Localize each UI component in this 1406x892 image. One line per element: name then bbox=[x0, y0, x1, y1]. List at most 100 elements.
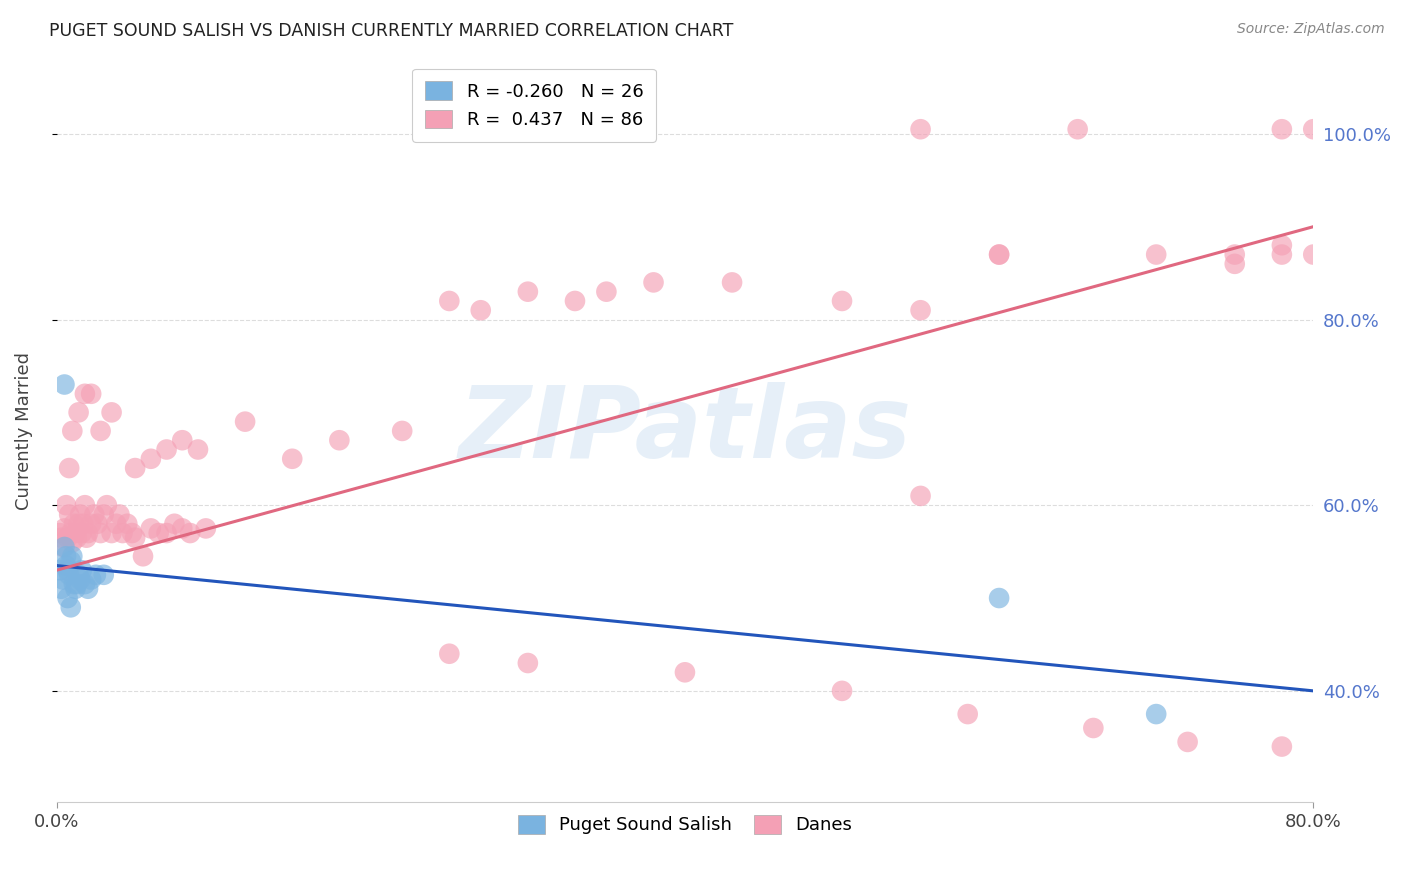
Point bbox=[124, 531, 146, 545]
Point bbox=[51, 582, 73, 596]
Point bbox=[721, 276, 744, 290]
Point bbox=[132, 549, 155, 564]
Point bbox=[1083, 721, 1105, 735]
Point bbox=[988, 247, 1011, 261]
Point bbox=[155, 442, 177, 457]
Point bbox=[67, 405, 90, 419]
Point bbox=[48, 563, 70, 577]
Point bbox=[643, 276, 665, 290]
Point bbox=[1271, 238, 1294, 252]
Point bbox=[439, 647, 461, 661]
Point bbox=[93, 567, 115, 582]
Point bbox=[69, 508, 91, 522]
Point bbox=[58, 567, 80, 582]
Point bbox=[124, 461, 146, 475]
Point bbox=[55, 498, 77, 512]
Point bbox=[65, 526, 87, 541]
Point bbox=[100, 405, 122, 419]
Point bbox=[148, 526, 170, 541]
Text: ZIPatlas: ZIPatlas bbox=[458, 383, 911, 479]
Point bbox=[60, 535, 83, 549]
Point bbox=[100, 526, 122, 541]
Point bbox=[56, 591, 79, 605]
Point bbox=[1144, 707, 1167, 722]
Point bbox=[75, 531, 97, 545]
Point bbox=[63, 516, 86, 531]
Point bbox=[1271, 247, 1294, 261]
Point bbox=[53, 377, 76, 392]
Point bbox=[65, 582, 87, 596]
Point bbox=[90, 424, 112, 438]
Point bbox=[66, 577, 89, 591]
Point bbox=[70, 563, 93, 577]
Point bbox=[117, 516, 139, 531]
Point bbox=[281, 451, 304, 466]
Point bbox=[111, 526, 134, 541]
Point bbox=[470, 303, 492, 318]
Point bbox=[179, 526, 201, 541]
Point bbox=[66, 531, 89, 545]
Point bbox=[988, 591, 1011, 605]
Point bbox=[63, 577, 86, 591]
Point bbox=[73, 386, 96, 401]
Point bbox=[673, 665, 696, 680]
Point bbox=[172, 434, 194, 448]
Point bbox=[52, 573, 75, 587]
Point bbox=[1177, 735, 1199, 749]
Point bbox=[439, 293, 461, 308]
Point bbox=[55, 558, 77, 573]
Text: PUGET SOUND SALISH VS DANISH CURRENTLY MARRIED CORRELATION CHART: PUGET SOUND SALISH VS DANISH CURRENTLY M… bbox=[49, 22, 734, 40]
Point bbox=[69, 573, 91, 587]
Point bbox=[90, 526, 112, 541]
Point bbox=[988, 247, 1011, 261]
Point bbox=[80, 386, 103, 401]
Point bbox=[67, 516, 90, 531]
Point bbox=[595, 285, 617, 299]
Point bbox=[72, 516, 94, 531]
Point bbox=[328, 434, 350, 448]
Text: Source: ZipAtlas.com: Source: ZipAtlas.com bbox=[1237, 22, 1385, 37]
Point bbox=[516, 656, 538, 670]
Point bbox=[1223, 247, 1246, 261]
Point bbox=[52, 540, 75, 554]
Point bbox=[956, 707, 979, 722]
Point bbox=[70, 526, 93, 541]
Point bbox=[80, 516, 103, 531]
Point bbox=[77, 582, 100, 596]
Point bbox=[55, 549, 77, 564]
Point bbox=[59, 526, 82, 541]
Point bbox=[58, 461, 80, 475]
Point bbox=[48, 526, 70, 541]
Point bbox=[194, 521, 217, 535]
Point bbox=[84, 567, 107, 582]
Point bbox=[60, 424, 83, 438]
Point bbox=[139, 451, 162, 466]
Point bbox=[831, 684, 853, 698]
Legend: Puget Sound Salish, Danes: Puget Sound Salish, Danes bbox=[508, 805, 863, 846]
Point bbox=[155, 526, 177, 541]
Point bbox=[56, 531, 79, 545]
Point bbox=[391, 424, 413, 438]
Point bbox=[108, 508, 131, 522]
Point bbox=[516, 285, 538, 299]
Point bbox=[121, 526, 143, 541]
Point bbox=[1302, 122, 1324, 136]
Point bbox=[53, 540, 76, 554]
Point bbox=[59, 600, 82, 615]
Point bbox=[910, 122, 932, 136]
Point bbox=[1302, 247, 1324, 261]
Point bbox=[1066, 122, 1088, 136]
Y-axis label: Currently Married: Currently Married bbox=[15, 352, 32, 510]
Point bbox=[96, 498, 118, 512]
Point bbox=[53, 521, 76, 535]
Point bbox=[86, 516, 108, 531]
Point bbox=[51, 531, 73, 545]
Point bbox=[93, 508, 115, 522]
Point bbox=[1223, 257, 1246, 271]
Point bbox=[172, 521, 194, 535]
Point bbox=[1271, 122, 1294, 136]
Point bbox=[163, 516, 186, 531]
Point bbox=[831, 293, 853, 308]
Point bbox=[73, 498, 96, 512]
Point bbox=[58, 508, 80, 522]
